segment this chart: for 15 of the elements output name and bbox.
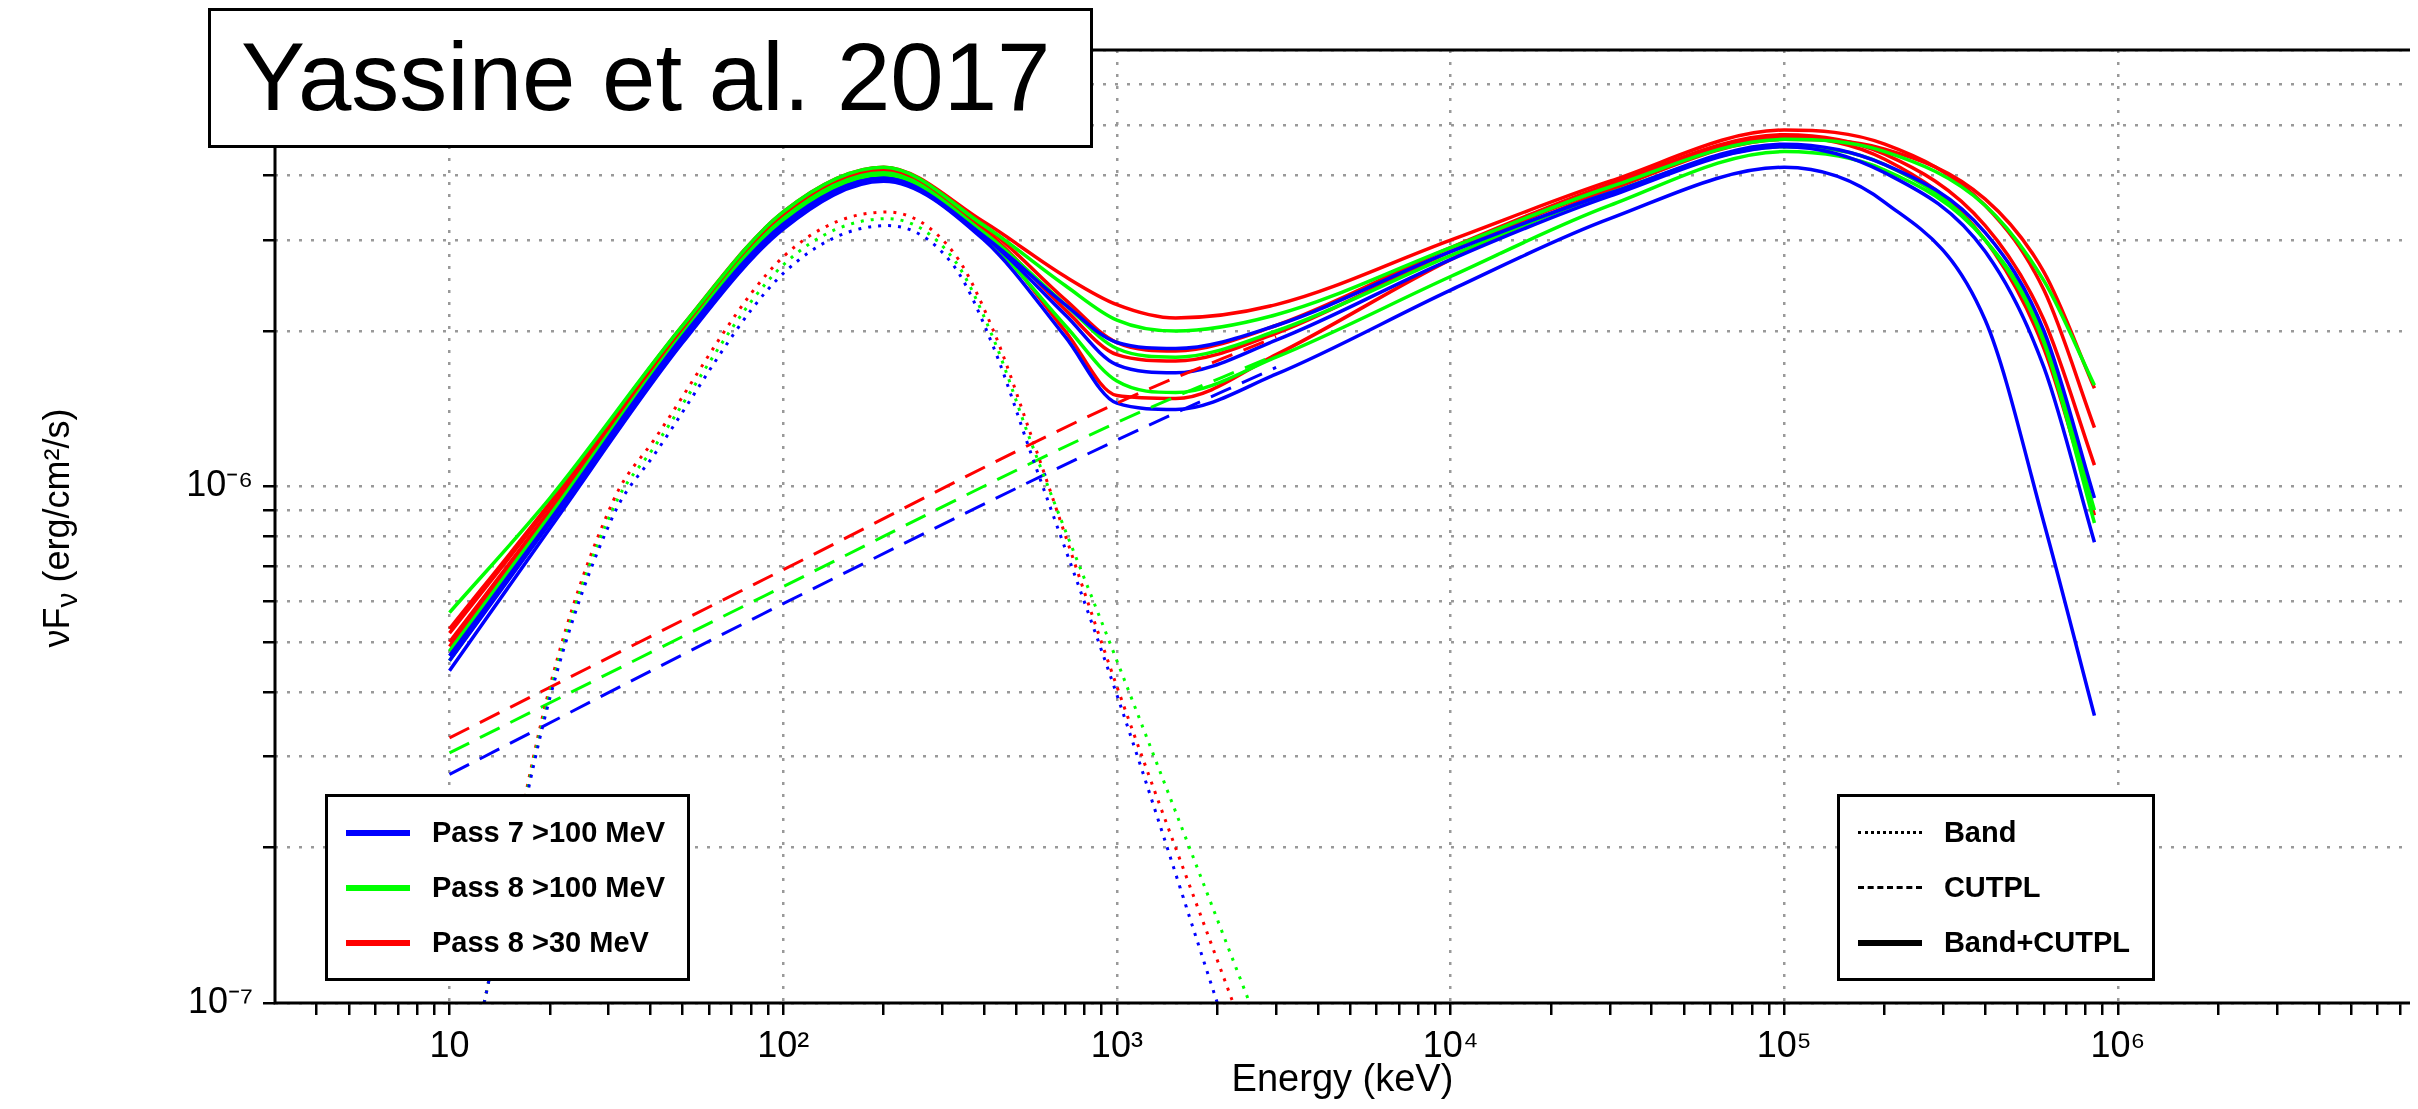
legend-label: Pass 8 >100 MeV [432,871,665,904]
x-tick-label: 10² [757,1023,810,1065]
legend-label: Pass 7 >100 MeV [432,816,665,849]
legend-label: Band [1943,816,2017,849]
legend-label: Pass 8 >30 MeV [432,926,649,959]
x-tick-label: 10⁵ [1756,1023,1812,1065]
y-tick-label: 10⁻⁶ [186,463,253,505]
x-tick-label: 10³ [1090,1023,1143,1065]
x-axis-title: Energy (keV) [1231,1056,1454,1099]
x-tick-label: 10 [429,1023,470,1065]
legend-label: CUTPL [1943,871,2041,904]
x-tick-label: 10⁶ [2090,1023,2146,1065]
annotation: Yassine et al. 2017 [208,8,1094,148]
legend-label: Band+CUTPL [1943,926,2130,959]
y-tick-label: 10⁻⁷ [187,979,253,1021]
